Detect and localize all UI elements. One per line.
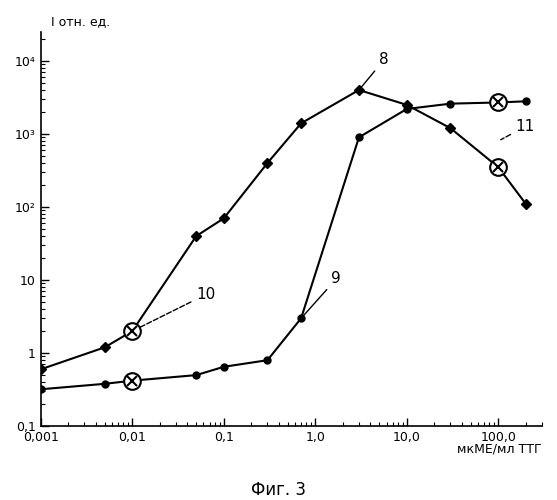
Text: 9: 9	[303, 272, 341, 316]
Text: мкМЕ/мл ТТГ: мкМЕ/мл ТТГ	[457, 442, 542, 456]
Text: Фиг. 3: Фиг. 3	[251, 481, 306, 499]
Text: 8: 8	[361, 52, 389, 88]
Text: 10: 10	[135, 287, 216, 330]
Text: I отн. ед.: I отн. ед.	[51, 15, 110, 28]
Text: 11: 11	[501, 119, 535, 140]
